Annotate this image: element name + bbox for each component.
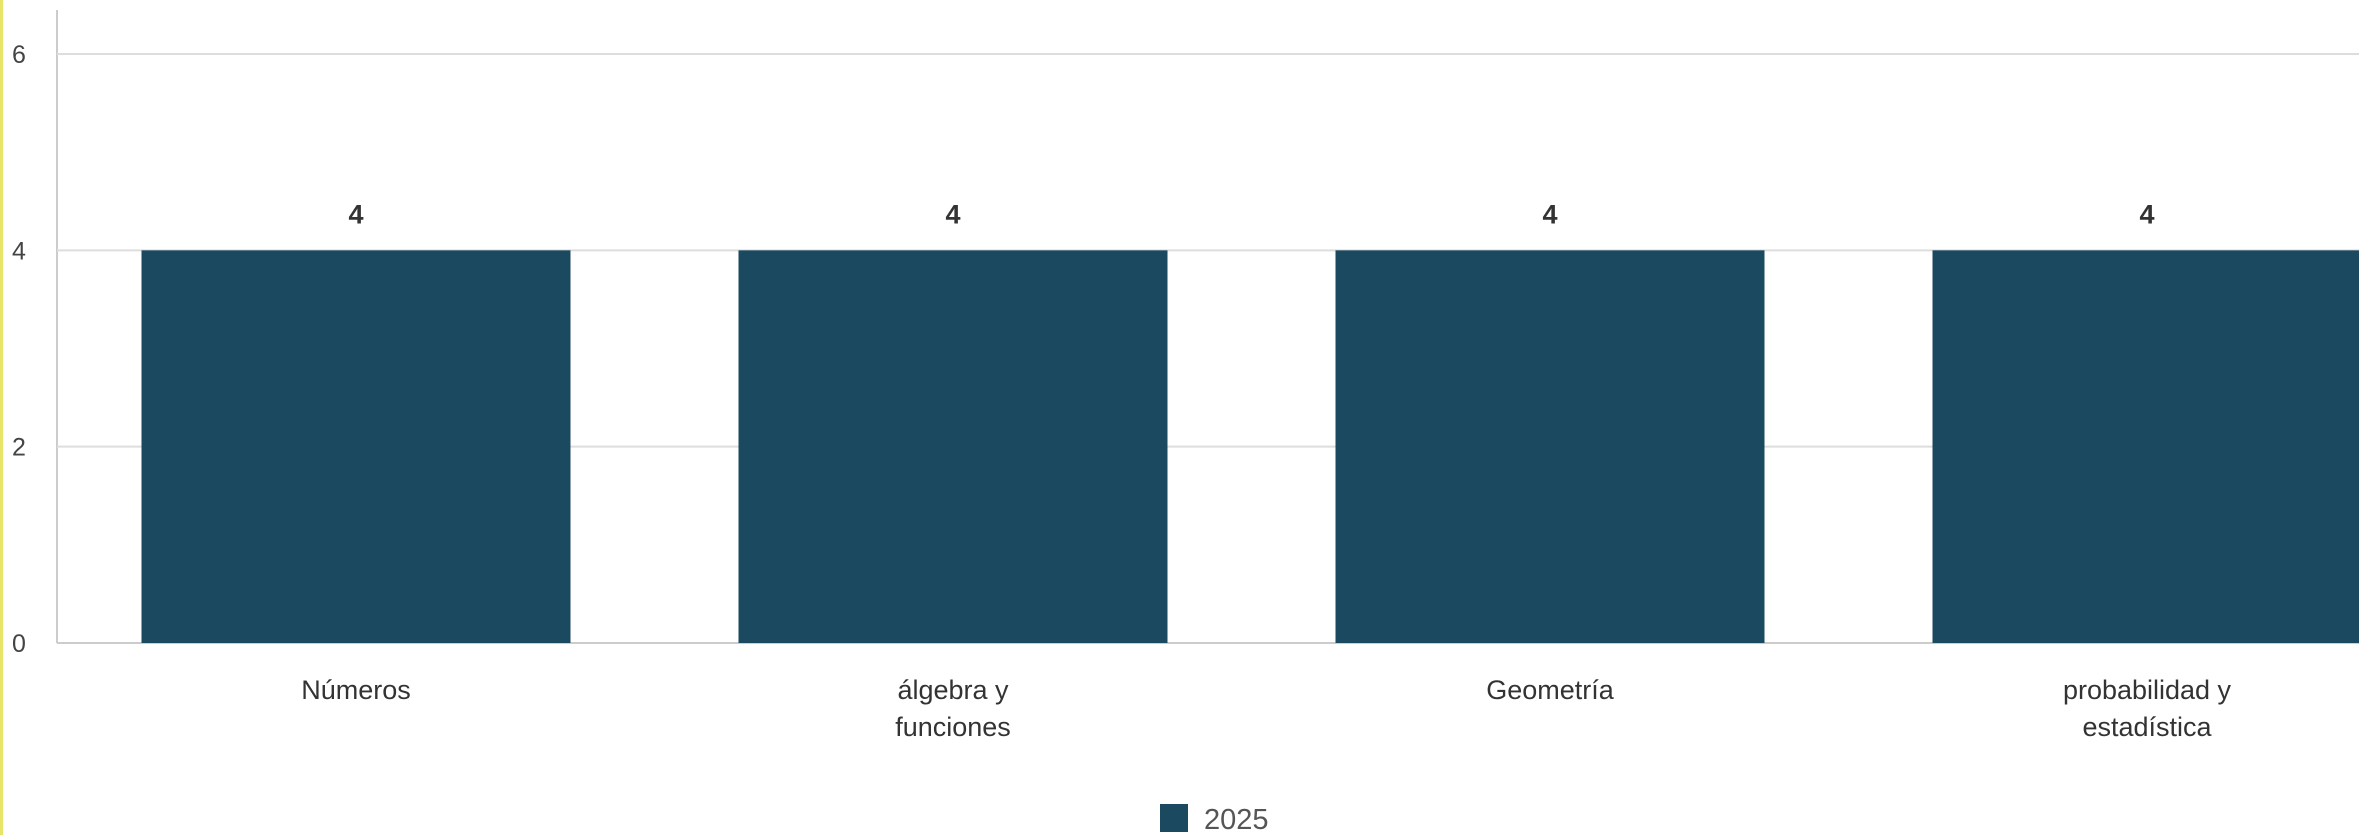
- bars: [141, 250, 2359, 644]
- data-label: 4: [945, 199, 960, 229]
- bar[interactable]: [738, 250, 1168, 644]
- data-label: 4: [1542, 199, 1557, 229]
- bar[interactable]: [141, 250, 571, 644]
- y-tick-label: 4: [12, 237, 26, 265]
- data-labels: 4 4 4 4: [348, 199, 2154, 229]
- category-label: álgebra y: [897, 675, 1009, 705]
- category-label: Geometría: [1486, 675, 1615, 705]
- data-label: 4: [2139, 199, 2154, 229]
- category-label: Números: [301, 675, 411, 705]
- category-label: funciones: [895, 712, 1011, 742]
- data-label: 4: [348, 199, 363, 229]
- y-tick-label: 6: [12, 41, 26, 69]
- category-label: probabilidad y: [2063, 675, 2232, 705]
- y-tick-label: 0: [12, 630, 26, 658]
- x-axis-labels: Números álgebra y funciones Geometría probab…: [301, 675, 2231, 742]
- y-axis-ticks: 0 2 4 6: [12, 41, 26, 658]
- y-tick-label: 2: [12, 434, 26, 462]
- category-label: estadística: [2082, 712, 2212, 742]
- legend-swatch[interactable]: [1160, 804, 1188, 832]
- bar[interactable]: [1932, 250, 2359, 644]
- bar[interactable]: [1335, 250, 1765, 644]
- legend[interactable]: 2025: [1160, 804, 1269, 835]
- left-edge-accent: [0, 0, 3, 835]
- legend-label[interactable]: 2025: [1204, 804, 1269, 835]
